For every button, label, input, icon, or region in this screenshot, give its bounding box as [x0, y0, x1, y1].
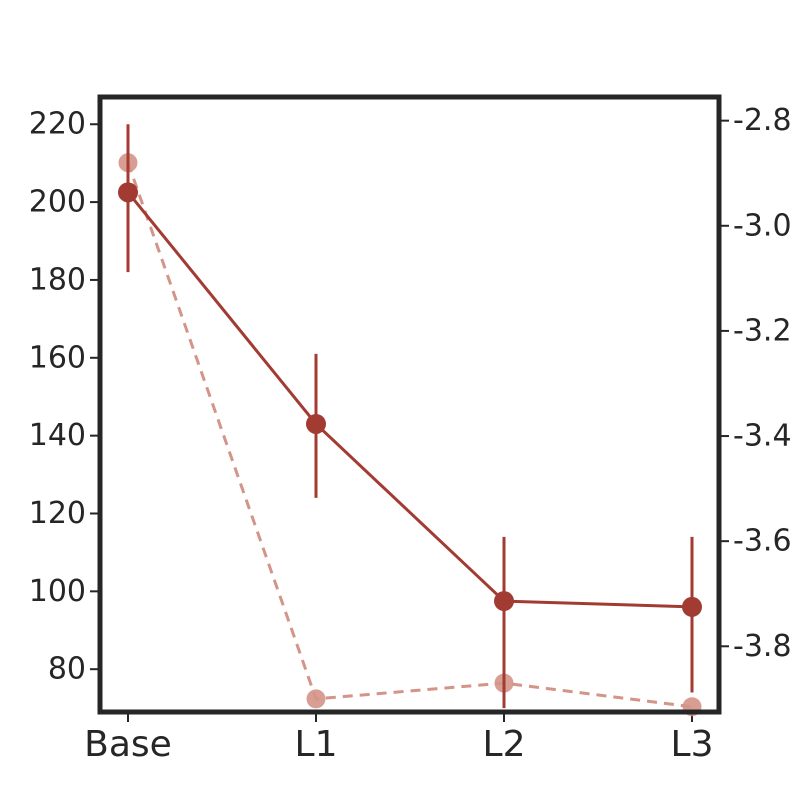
series-point-solid	[306, 413, 326, 434]
series-line-dashed	[126, 162, 693, 709]
right-y-tick-label: -3.4	[733, 419, 792, 454]
x-axis-ticks: Base L1 L2 L3	[84, 712, 713, 765]
left-y-tick-label: 220	[29, 107, 86, 142]
left-y-tick-label: 120	[29, 496, 86, 531]
x-tick-label: L2	[483, 724, 526, 765]
right-y-tick-label: -3.8	[733, 629, 792, 664]
right-y-tick-label: -2.8	[733, 103, 792, 138]
left-y-tick-label: 80	[48, 652, 86, 687]
series-point-solid	[118, 182, 138, 203]
x-tick-label: L1	[295, 724, 338, 765]
series-line-solid	[126, 191, 693, 609]
left-y-tick-label: 140	[29, 418, 86, 453]
right-y-tick-label: -3.6	[733, 524, 792, 559]
left-y-axis-ticks: 220 200 180 160 140 120 100 80	[29, 107, 100, 687]
plot-frame	[97, 94, 722, 715]
left-y-tick-label: 180	[29, 262, 86, 297]
right-y-tick-label: -3.0	[733, 208, 792, 243]
series-point-solid	[494, 591, 514, 612]
left-y-tick-label: 100	[29, 574, 86, 609]
x-tick-label: Base	[84, 724, 172, 765]
plot-series	[118, 124, 702, 717]
series-point-solid	[682, 596, 702, 617]
right-y-tick-label: -3.2	[733, 313, 792, 348]
x-tick-label: L3	[671, 724, 714, 765]
series-point-dashed	[306, 689, 326, 709]
left-y-tick-label: 160	[29, 340, 86, 375]
right-y-axis-ticks: -2.8 -3.0 -3.2 -3.4 -3.6 -3.8	[719, 103, 792, 664]
left-y-tick-label: 200	[29, 185, 86, 220]
